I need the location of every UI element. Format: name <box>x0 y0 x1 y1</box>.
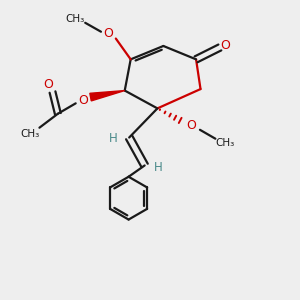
Polygon shape <box>90 91 125 101</box>
Text: O: O <box>78 94 88 107</box>
Text: H: H <box>110 132 118 145</box>
Text: O: O <box>220 40 230 52</box>
Text: O: O <box>44 78 53 91</box>
Text: O: O <box>186 119 196 132</box>
Text: O: O <box>103 27 113 40</box>
Text: CH₃: CH₃ <box>215 139 235 148</box>
Text: CH₃: CH₃ <box>20 129 39 139</box>
Text: H: H <box>154 161 163 174</box>
Text: CH₃: CH₃ <box>65 14 85 24</box>
